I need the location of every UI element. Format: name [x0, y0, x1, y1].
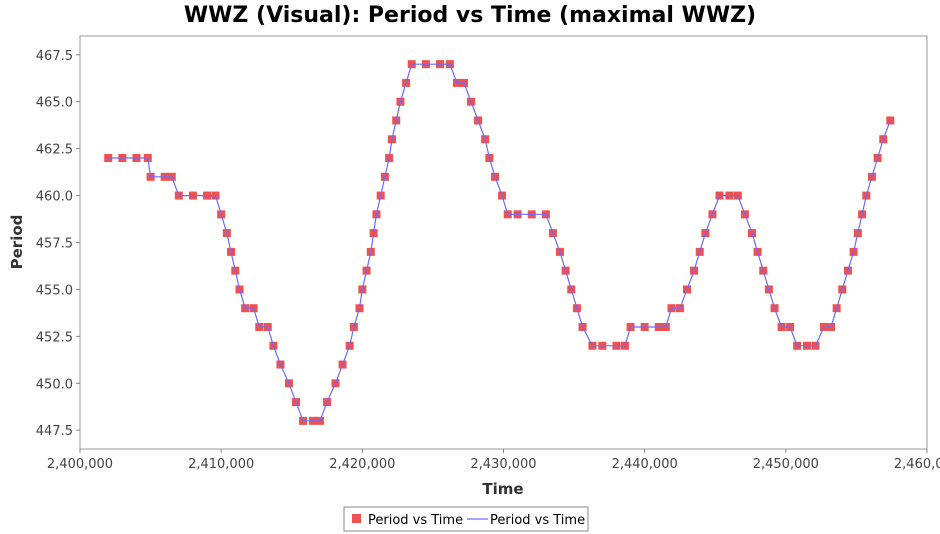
x-tick-label: 2,460,000 [894, 457, 940, 472]
x-axis: 2,400,000 2,410,000 2,420,000 2,430,000 2,44… [47, 449, 940, 472]
y-tick-label: 460.0 [36, 190, 73, 205]
x-tick-label: 2,400,000 [47, 457, 113, 472]
data-point [886, 116, 895, 125]
plot-area [79, 35, 928, 450]
y-tick-label: 447.5 [36, 424, 73, 439]
x-axis-label: Time [482, 480, 523, 498]
legend-item-line: Period vs Time [490, 513, 585, 528]
y-axis: 447.5 450.0 452.5 455.0 457.5 460.0 462.5 465.0… [36, 49, 80, 439]
legend: Period vs Time Period vs Time [343, 506, 589, 532]
y-axis-label: Period [8, 215, 26, 270]
x-tick-label: 2,430,000 [470, 457, 536, 472]
y-tick-label: 455.0 [36, 283, 73, 298]
y-tick-label: 467.5 [36, 49, 73, 64]
x-tick-label: 2,440,000 [612, 457, 678, 472]
y-tick-label: 450.0 [36, 377, 73, 392]
legend-item-markers: Period vs Time [368, 513, 463, 528]
series-marker-layer [104, 60, 895, 425]
series-line [108, 63, 891, 422]
y-tick-label: 462.5 [36, 143, 73, 158]
y-tick-label: 465.0 [36, 96, 73, 111]
legend-box [343, 506, 589, 532]
x-tick-label: 2,450,000 [753, 457, 819, 472]
y-tick-label: 457.5 [36, 237, 73, 252]
chart-title: WWZ (Visual): Period vs Time (maximal WW… [184, 3, 756, 28]
legend-marker-swatch [352, 514, 361, 523]
y-tick-label: 452.5 [36, 330, 73, 345]
x-tick-label: 2,410,000 [188, 457, 254, 472]
x-tick-label: 2,420,000 [329, 457, 395, 472]
